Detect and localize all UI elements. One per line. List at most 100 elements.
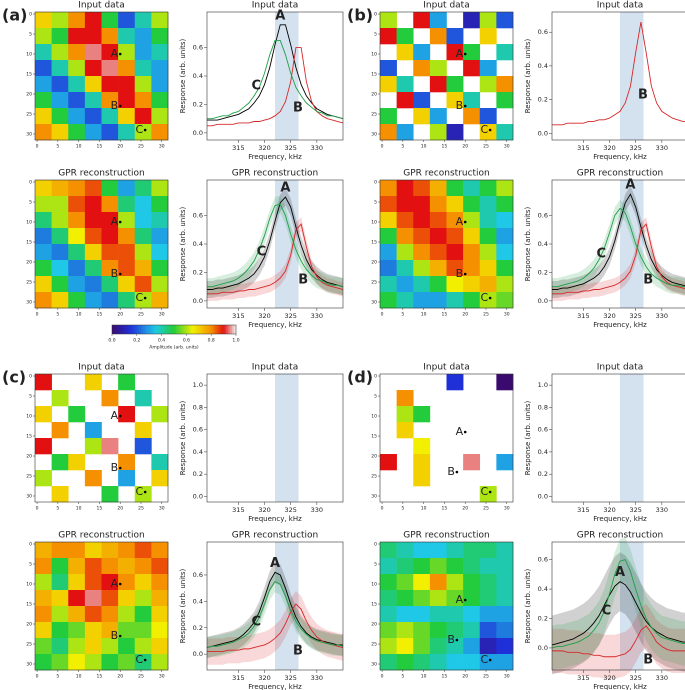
- heat-cell: [429, 542, 447, 559]
- heat-cell: [51, 60, 69, 77]
- chart-title: GPR reconstruction: [232, 169, 319, 179]
- y-tick-label: 0.6: [193, 571, 203, 579]
- heat-cell: [118, 28, 136, 45]
- marker-label: C: [480, 291, 488, 304]
- heat-cell: [134, 12, 152, 29]
- colorbar-frame: [111, 324, 237, 335]
- heat-cell: [101, 276, 119, 293]
- heat-cell: [496, 124, 514, 141]
- heat-cell: [479, 622, 497, 639]
- series-label: A: [270, 556, 280, 571]
- colorbar-tick-label: 0.4: [158, 338, 165, 344]
- x-tick-label: 25: [138, 674, 144, 680]
- heat-cell: [35, 124, 52, 141]
- heat-cell: [463, 212, 481, 229]
- heat-cell: [118, 260, 136, 277]
- x-tick-label: 320: [603, 144, 615, 152]
- heat-cell: [68, 212, 86, 229]
- heat-cell: [101, 438, 119, 455]
- y-tick-label: 0.6: [538, 212, 548, 220]
- heat-cell: [84, 28, 102, 45]
- plot-frame: [206, 373, 344, 503]
- colorbar-segment: [120, 325, 123, 334]
- heat-cell: [68, 60, 86, 77]
- heat-cell: [479, 590, 497, 607]
- heat-cell: [380, 638, 397, 655]
- marker-label: A: [111, 215, 119, 228]
- y-tick-label: 0.6: [193, 426, 203, 434]
- heat-cell: [151, 60, 169, 77]
- y-tick-label: 10: [371, 414, 377, 420]
- colorbar-segment: [182, 325, 185, 334]
- heat-cell: [134, 638, 152, 655]
- heat-cell: [496, 196, 514, 213]
- y-tick-label: 15: [371, 434, 377, 440]
- heat-cell: [101, 228, 119, 245]
- x-tick-label: 315: [232, 312, 244, 320]
- series-label: C: [251, 614, 261, 629]
- y-tick-label: 15: [26, 72, 32, 78]
- heat-cell: [51, 244, 69, 261]
- heat-cell: [118, 108, 136, 125]
- x-tick-label: 25: [483, 506, 489, 512]
- heat-cell: [151, 590, 169, 607]
- marker-dot: [488, 296, 492, 300]
- x-tick-label: 30: [159, 506, 165, 512]
- series-label: A: [615, 565, 625, 580]
- x-tick-label: 30: [504, 674, 510, 680]
- heat-cell: [413, 622, 431, 639]
- heat-cell: [134, 590, 152, 607]
- colorbar-segment: [124, 325, 127, 334]
- colorbar-segment: [221, 325, 224, 334]
- heat-cell: [413, 228, 431, 245]
- chart-title: Input data: [252, 363, 298, 373]
- heat-cell: [118, 542, 136, 559]
- colorbar-segment: [176, 325, 179, 334]
- series-label: C: [596, 247, 606, 262]
- x-tick-label: 25: [483, 312, 489, 318]
- heat-cell: [118, 60, 136, 77]
- heat-cell: [496, 622, 514, 639]
- heat-cell: [396, 390, 414, 407]
- heat-cell: [51, 422, 69, 439]
- x-tick-label: 25: [138, 144, 144, 150]
- uncertainty-band: [207, 590, 343, 665]
- heat-cell: [496, 12, 514, 29]
- y-tick-label: 25: [371, 112, 377, 118]
- heat-cell: [84, 438, 102, 455]
- y-tick-label: 25: [371, 280, 377, 286]
- heat-cell: [446, 558, 464, 575]
- y-tick-label: 10: [371, 582, 377, 588]
- x-tick-label: 15: [97, 144, 103, 150]
- heat-cell: [51, 390, 69, 407]
- heat-cell: [496, 292, 514, 309]
- heat-cell: [396, 542, 414, 559]
- heat-cell: [134, 654, 152, 671]
- heat-cell: [429, 212, 447, 229]
- series-line: [551, 581, 685, 646]
- highlight-band: [620, 542, 644, 670]
- marker-label: A: [111, 577, 119, 590]
- y-tick-label: 0.0: [538, 297, 548, 305]
- plot-frame: [34, 11, 169, 141]
- heat-cell: [35, 638, 52, 655]
- heat-cell: [51, 486, 69, 503]
- uncertainty-band: [207, 188, 343, 299]
- heat-cell: [84, 574, 102, 591]
- heat-cell: [151, 124, 169, 141]
- heat-cell: [151, 276, 169, 293]
- y-tick-label: 1.0: [538, 381, 548, 389]
- heat-cell: [35, 212, 52, 229]
- x-tick-label: 330: [656, 506, 668, 514]
- heat-cell: [68, 542, 86, 559]
- marker-label: B: [447, 633, 455, 646]
- heat-cell: [396, 606, 414, 623]
- heat-cell: [413, 276, 431, 293]
- heat-cell: [413, 574, 431, 591]
- heat-cell: [446, 276, 464, 293]
- y-tick-label: 0.6: [538, 556, 548, 564]
- y-tick-label: 30: [26, 132, 32, 138]
- plot-background: [552, 542, 685, 670]
- highlight-band: [620, 180, 644, 308]
